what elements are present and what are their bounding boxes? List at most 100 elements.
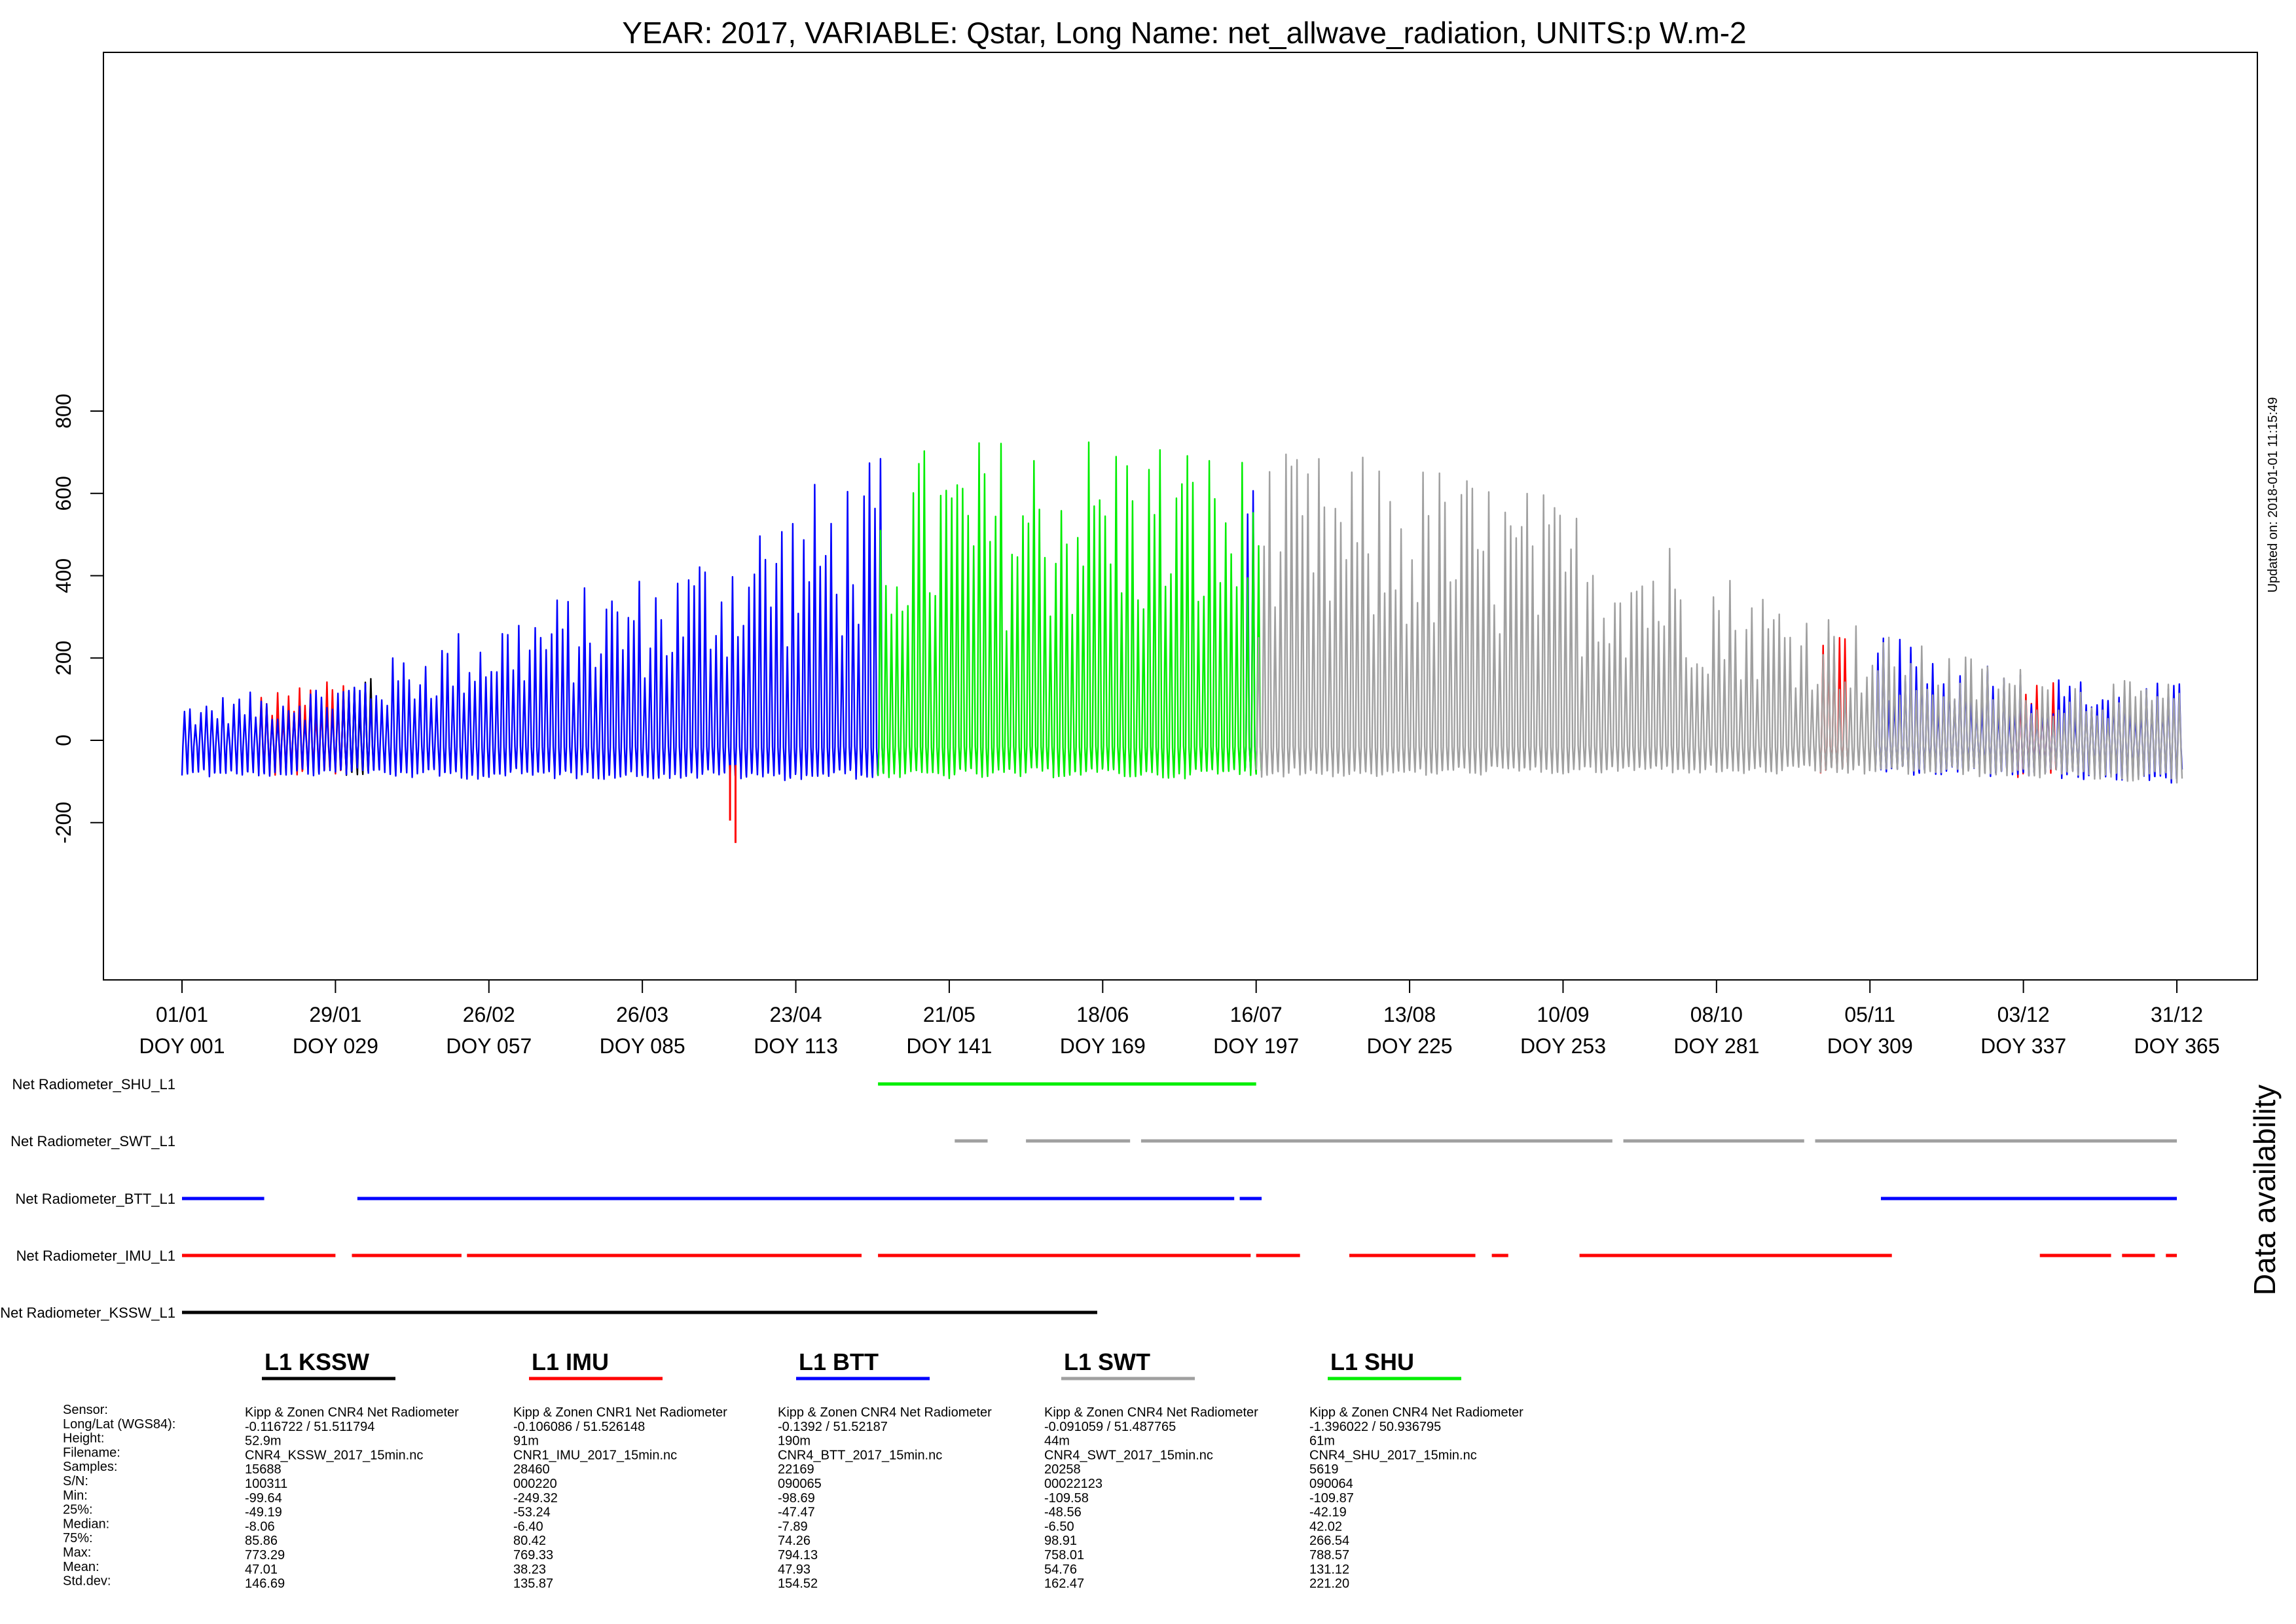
series-line-shu — [877, 441, 1262, 780]
stats-cell: Kipp & Zonen CNR4 Net Radiometer — [1044, 1405, 1258, 1420]
stats-cell: 221.20 — [1309, 1577, 1349, 1591]
x-tick-doy-label: DOY 085 — [600, 1034, 685, 1058]
stats-cell: 135.87 — [513, 1577, 553, 1591]
stats-cell: -1.396022 / 50.936795 — [1309, 1420, 1441, 1434]
stats-cell: -109.87 — [1309, 1491, 1354, 1506]
x-tick-date-label: 08/10 — [1690, 1003, 1743, 1026]
y-axis: -200 0 200 400 600 800 — [52, 393, 104, 844]
x-tick-doy-label: DOY 169 — [1060, 1034, 1146, 1058]
stats-cell: 47.01 — [245, 1562, 278, 1577]
x-tick-date-label: 26/02 — [463, 1003, 515, 1026]
stats-cell: 20258 — [1044, 1462, 1081, 1477]
stats-cell: 91m — [513, 1434, 539, 1449]
x-tick-date-label: 01/01 — [156, 1003, 208, 1026]
x-tick-doy-label: DOY 141 — [906, 1034, 992, 1058]
x-tick-date-label: 05/11 — [1844, 1003, 1895, 1026]
y-tick-label: -200 — [52, 802, 75, 844]
stats-cell: 74.26 — [778, 1534, 811, 1548]
stats-cell: 100311 — [245, 1477, 287, 1491]
stats-cell: CNR1_IMU_2017_15min.nc — [513, 1448, 677, 1462]
stats-cell: CNR4_SHU_2017_15min.nc — [1309, 1448, 1477, 1462]
y-tick-label: 400 — [52, 558, 75, 593]
stats-cell: -8.06 — [245, 1519, 275, 1534]
plot-frame — [103, 52, 2258, 981]
stats-cell: 47.93 — [778, 1562, 811, 1577]
y-tick-label: 800 — [52, 393, 75, 428]
data-availability-label: Data availability — [2248, 1085, 2282, 1295]
stats-cell: 162.47 — [1044, 1577, 1084, 1591]
stats-cell: 773.29 — [245, 1548, 285, 1562]
stats-row-label: Min: — [63, 1489, 88, 1503]
stats-cell: Kipp & Zonen CNR4 Net Radiometer — [778, 1405, 992, 1420]
y-tick-label: 600 — [52, 476, 75, 511]
stats-cell: -47.47 — [778, 1506, 815, 1520]
x-tick-date-label: 21/05 — [923, 1003, 975, 1026]
stats-cell: 090065 — [778, 1477, 822, 1491]
stats-cell: -109.58 — [1044, 1491, 1089, 1506]
stats-row-label: Max: — [63, 1545, 91, 1560]
legend: L1 KSSW L1 IMU L1 BTT L1 SWT L1 SHU — [262, 1348, 1461, 1380]
x-tick-date-label: 18/06 — [1076, 1003, 1129, 1026]
stats-cell: 44m — [1044, 1434, 1070, 1449]
x-tick-doy-label: DOY 197 — [1213, 1034, 1299, 1058]
stats-cell: 788.57 — [1309, 1548, 1349, 1562]
x-tick-date-label: 16/07 — [1230, 1003, 1283, 1026]
stats-row-label: Long/Lat (WGS84): — [63, 1417, 175, 1432]
sensor-stats-table: Sensor:Long/Lat (WGS84):Height:Filename:… — [63, 1403, 1523, 1591]
stats-cell: 28460 — [513, 1462, 550, 1477]
x-axis: 01/01 DOY 001 29/01 DOY 029 26/02 DOY 057 26/0… — [139, 979, 2220, 1058]
availability-row-label: Net Radiometer_SHU_L1 — [12, 1076, 175, 1092]
stats-cell: -0.106086 / 51.526148 — [513, 1420, 645, 1434]
stats-cell: 54.76 — [1044, 1562, 1077, 1577]
stats-cell: -249.32 — [513, 1491, 558, 1506]
y-tick-label: 200 — [52, 641, 75, 676]
stats-cell: -6.40 — [513, 1519, 543, 1534]
x-tick-date-label: 03/12 — [1997, 1003, 2050, 1026]
x-tick-doy-label: DOY 225 — [1367, 1034, 1453, 1058]
stats-cell: -7.89 — [778, 1519, 808, 1534]
stats-cell: -98.69 — [778, 1491, 815, 1506]
x-tick-date-label: 23/04 — [769, 1003, 822, 1026]
stats-cell: 758.01 — [1044, 1548, 1084, 1562]
data-series-layer — [181, 441, 2183, 843]
updated-timestamp: Updated on: 2018-01-01 11:15:49 — [2266, 397, 2280, 593]
chart-title: YEAR: 2017, VARIABLE: Qstar, Long Name: … — [622, 16, 1746, 50]
stats-cell: 769.33 — [513, 1548, 553, 1562]
legend-label: L1 KSSW — [264, 1348, 369, 1375]
x-tick-doy-label: DOY 365 — [2134, 1034, 2219, 1058]
stats-cell: -48.56 — [1044, 1506, 1082, 1520]
x-tick-doy-label: DOY 029 — [293, 1034, 378, 1058]
stats-cell: 131.12 — [1309, 1562, 1349, 1577]
series-line-swt — [1255, 453, 2183, 784]
stats-cell: 80.42 — [513, 1534, 546, 1548]
stats-cell: 61m — [1309, 1434, 1335, 1449]
stats-cell: 090064 — [1309, 1477, 1353, 1491]
stats-cell: 190m — [778, 1434, 811, 1449]
stats-row-label: Mean: — [63, 1560, 100, 1574]
stats-cell: -6.50 — [1044, 1519, 1074, 1534]
stats-cell: CNR4_BTT_2017_15min.nc — [778, 1448, 942, 1462]
stats-cell: Kipp & Zonen CNR4 Net Radiometer — [1309, 1405, 1523, 1420]
x-tick-date-label: 31/12 — [2151, 1003, 2203, 1026]
x-tick-doy-label: DOY 001 — [139, 1034, 225, 1058]
stats-cell: -53.24 — [513, 1506, 551, 1520]
stats-cell: 52.9m — [245, 1434, 282, 1449]
stats-cell: Kipp & Zonen CNR4 Net Radiometer — [245, 1405, 459, 1420]
stats-row-label: 25%: — [63, 1503, 93, 1517]
stats-cell: -49.19 — [245, 1506, 282, 1520]
x-tick-doy-label: DOY 113 — [754, 1034, 838, 1058]
stats-cell: -0.1392 / 51.52187 — [778, 1420, 888, 1434]
x-tick-date-label: 13/08 — [1383, 1003, 1436, 1026]
stats-cell: 266.54 — [1309, 1534, 1349, 1548]
y-tick-label: 0 — [52, 734, 75, 746]
legend-label: L1 IMU — [532, 1348, 609, 1375]
legend-label: L1 SWT — [1064, 1348, 1150, 1375]
stats-row-label: S/N: — [63, 1474, 88, 1489]
stats-cell: 146.69 — [245, 1577, 285, 1591]
stats-cell: 22169 — [778, 1462, 814, 1477]
stats-row-label: Median: — [63, 1517, 109, 1531]
stats-cell: 15688 — [245, 1462, 282, 1477]
stats-cell: 00022123 — [1044, 1477, 1102, 1491]
stats-cell: 000220 — [513, 1477, 557, 1491]
